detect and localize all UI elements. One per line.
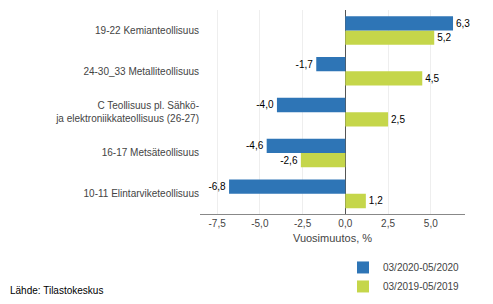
- svg-text:2,5: 2,5: [381, 218, 395, 229]
- svg-text:-2,6: -2,6: [280, 155, 298, 166]
- svg-text:10-11 Elintarviketeollisuus: 10-11 Elintarviketeollisuus: [84, 188, 199, 199]
- svg-text:-7,5: -7,5: [208, 218, 226, 229]
- svg-text:0,0: 0,0: [338, 218, 352, 229]
- svg-text:4,5: 4,5: [425, 73, 439, 84]
- svg-text:Lähde: Tilastokeskus: Lähde: Tilastokeskus: [10, 285, 103, 296]
- svg-text:Vuosimuutos, %: Vuosimuutos, %: [293, 232, 372, 244]
- svg-text:6,3: 6,3: [456, 18, 470, 29]
- svg-text:5,0: 5,0: [424, 218, 438, 229]
- svg-text:-2,5: -2,5: [294, 218, 312, 229]
- svg-text:-4,6: -4,6: [246, 140, 264, 151]
- svg-text:16-17 Metsäteollisuus: 16-17 Metsäteollisuus: [102, 147, 199, 158]
- svg-text:5,2: 5,2: [437, 32, 451, 43]
- svg-text:03/2020-05/2020: 03/2020-05/2020: [383, 262, 459, 273]
- svg-text:03/2019-05/2019: 03/2019-05/2019: [383, 281, 459, 292]
- svg-text:2,5: 2,5: [391, 114, 405, 125]
- svg-text:-1,7: -1,7: [296, 59, 314, 70]
- svg-text:-4,0: -4,0: [256, 99, 274, 110]
- svg-text:-6,8: -6,8: [208, 181, 226, 192]
- svg-text:19-22 Kemianteollisuus: 19-22 Kemianteollisuus: [95, 25, 199, 36]
- svg-text:C Teollisuus pl. Sähkö-ja elek: C Teollisuus pl. Sähkö-ja elektroniikkat…: [55, 100, 199, 124]
- svg-text:24-30_33 Metalliteollisuus: 24-30_33 Metalliteollisuus: [83, 66, 199, 77]
- svg-text:-5,0: -5,0: [251, 218, 269, 229]
- svg-text:1,2: 1,2: [369, 195, 383, 206]
